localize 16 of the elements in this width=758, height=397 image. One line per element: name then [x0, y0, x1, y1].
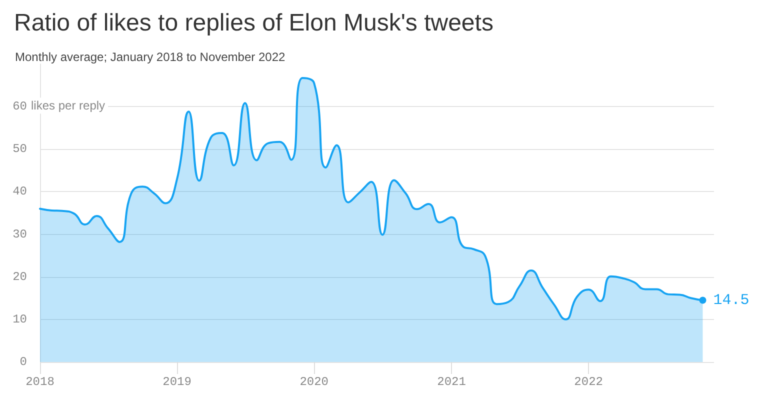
x-tick-label: 2020 — [300, 375, 329, 389]
x-tick-label: 2018 — [26, 375, 54, 389]
y-tick-label: 30 — [12, 227, 27, 242]
chart-title: Ratio of likes to replies of Elon Musk's tweets — [14, 10, 494, 36]
x-tick-label: 2022 — [574, 375, 603, 389]
y-tick-label: 0 — [20, 355, 27, 369]
chart-subtitle: Monthly average; January 2018 to November 2022 — [15, 50, 286, 64]
data-label: 14.5 — [713, 292, 750, 309]
y-axis-title: likes per reply — [31, 98, 106, 113]
y-tick-label: 60 — [12, 100, 27, 114]
x-tick-label: 2019 — [162, 375, 192, 389]
y-tick-label: 10 — [12, 312, 27, 326]
y-tick-label: 20 — [12, 270, 27, 284]
y-tick-label: 50 — [12, 142, 27, 156]
y-tick-label: 40 — [12, 184, 27, 199]
x-tick-label: 2021 — [437, 375, 466, 389]
